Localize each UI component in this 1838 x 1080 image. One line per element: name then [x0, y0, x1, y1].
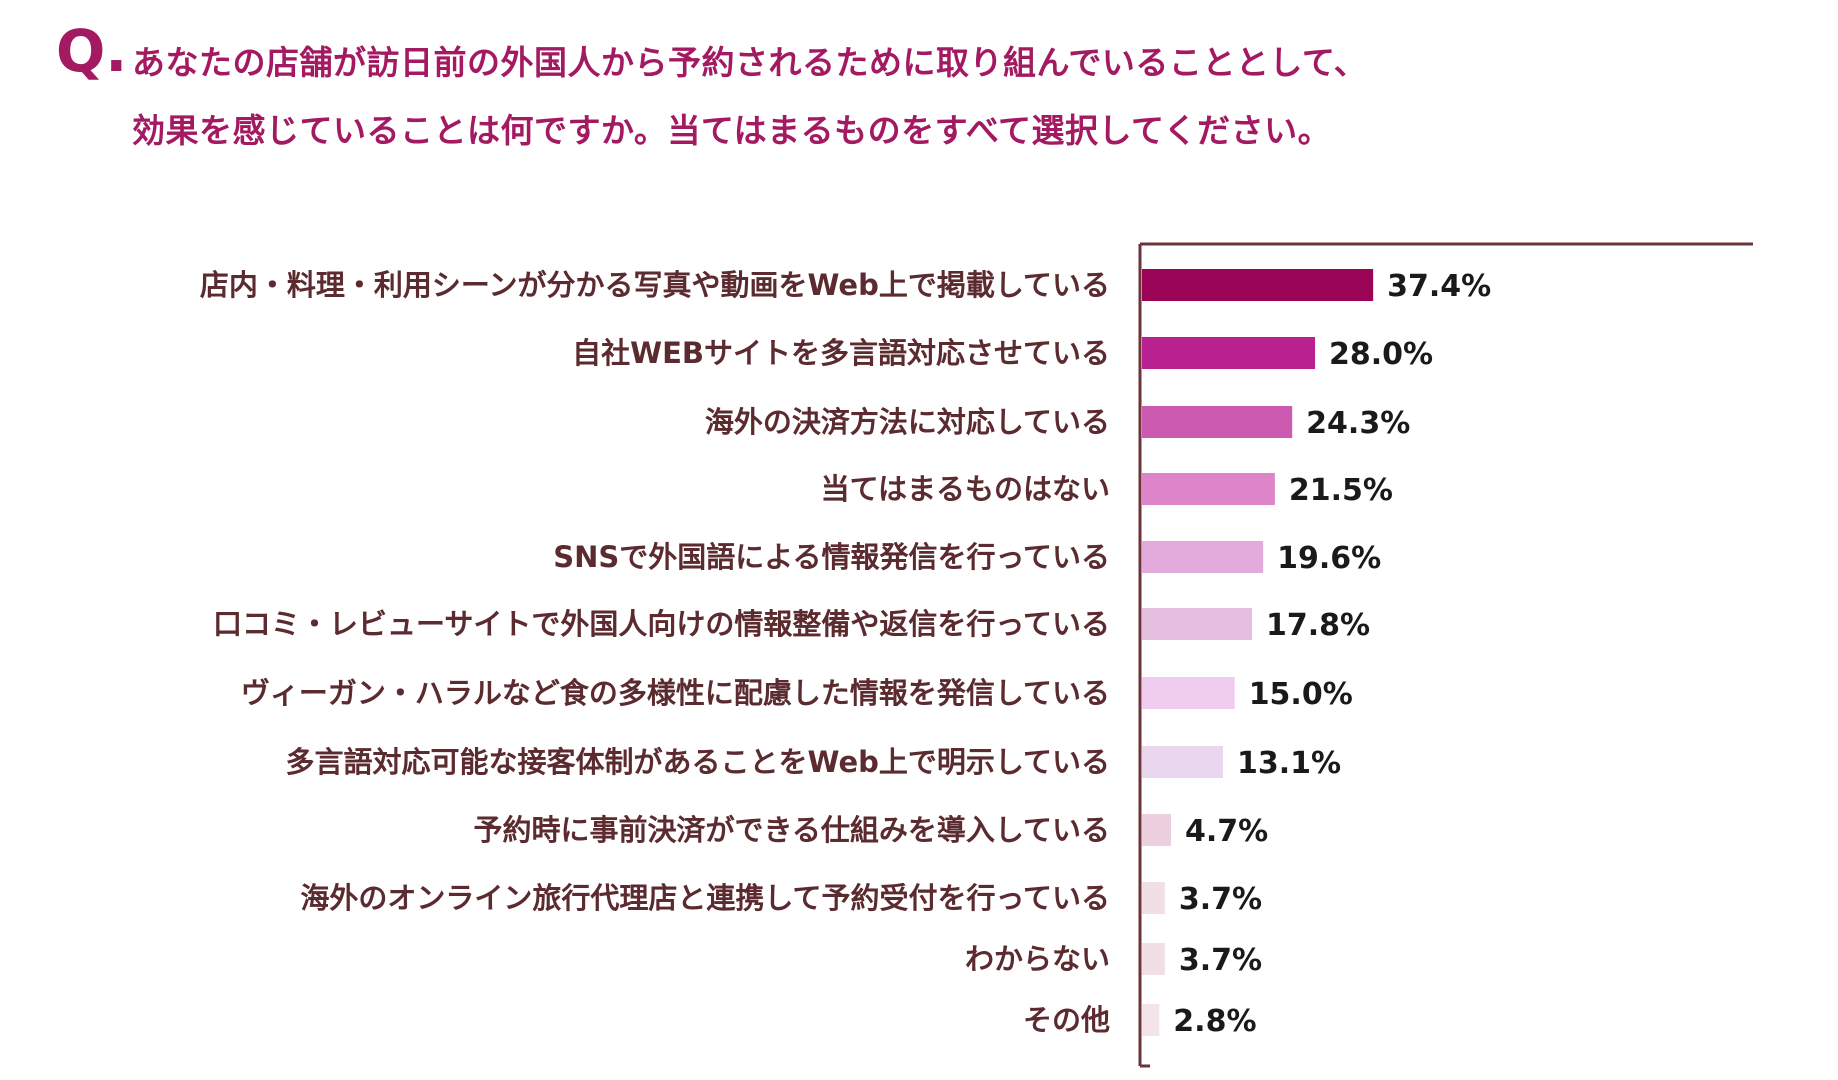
- category-label: わからない: [965, 942, 1110, 976]
- category-label: 自社WEBサイトを多言語対応させている: [572, 336, 1110, 370]
- category-label: ヴィーガン・ハラルなど食の多様性に配慮した情報を発信している: [241, 676, 1110, 710]
- category-label: その他: [1023, 1003, 1110, 1037]
- data-label: 4.7%: [1185, 814, 1268, 849]
- bar: [1142, 406, 1293, 438]
- data-label: 15.0%: [1249, 677, 1353, 712]
- data-label: 24.3%: [1306, 406, 1410, 441]
- bar: [1142, 337, 1316, 369]
- category-label: 当てはまるものはない: [821, 472, 1110, 506]
- bar: [1142, 269, 1374, 301]
- category-label: 口コミ・レビューサイトで外国人向けの情報整備や返信を行っている: [213, 607, 1110, 641]
- data-label: 19.6%: [1277, 541, 1381, 576]
- bar: [1142, 608, 1253, 640]
- category-label: SNSで外国語による情報発信を行っている: [553, 540, 1110, 574]
- bar: [1142, 746, 1223, 778]
- question-prefix: Q.: [56, 17, 128, 85]
- data-label: 13.1%: [1237, 746, 1341, 781]
- question-line-2: 効果を感じていることは何ですか。当てはまるものをすべて選択してください。: [132, 111, 1332, 150]
- bar: [1142, 541, 1264, 573]
- bar: [1142, 814, 1172, 846]
- bar: [1142, 677, 1235, 709]
- category-label: 店内・料理・利用シーンが分かる写真や動画をWeb上で掲載している: [200, 268, 1110, 302]
- category-label: 海外の決済方法に対応している: [705, 405, 1110, 439]
- category-label: 海外のオンライン旅行代理店と連携して予約受付を行っている: [300, 881, 1110, 915]
- bar: [1142, 473, 1275, 505]
- data-label: 21.5%: [1289, 473, 1393, 508]
- data-label: 3.7%: [1179, 882, 1262, 917]
- bar: [1142, 943, 1165, 975]
- question-line-1: あなたの店舗が訪日前の外国人から予約されるために取り組んでいることとして、: [132, 43, 1368, 82]
- category-label: 予約時に事前決済ができる仕組みを導入している: [473, 813, 1110, 847]
- data-label: 3.7%: [1179, 943, 1262, 978]
- bar: [1142, 882, 1165, 914]
- category-label: 多言語対応可能な接客体制があることをWeb上で明示している: [285, 745, 1110, 779]
- data-label: 2.8%: [1173, 1004, 1256, 1039]
- bar: [1142, 1004, 1160, 1036]
- data-label: 37.4%: [1387, 269, 1491, 304]
- data-label: 28.0%: [1329, 337, 1433, 372]
- data-label: 17.8%: [1266, 608, 1370, 643]
